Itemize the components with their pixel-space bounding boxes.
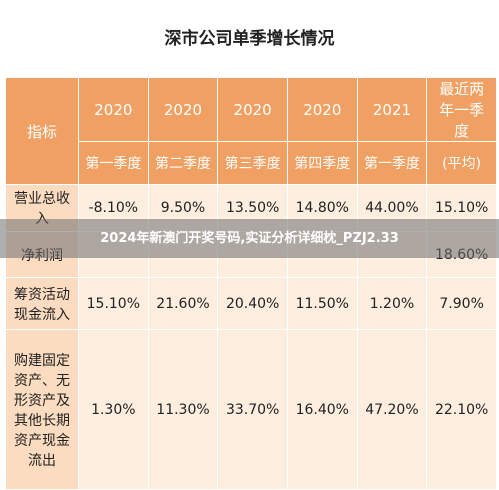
value-cell: 7.90% bbox=[426, 277, 497, 330]
year-cell: 2020 bbox=[286, 77, 358, 142]
year-cell: 最近两年一季度 bbox=[426, 77, 497, 142]
period-cell: 第四季度 bbox=[286, 141, 358, 185]
value-cell: 22.10% bbox=[426, 329, 497, 490]
year-cell: 2020 bbox=[78, 77, 149, 142]
data-row: 筹资活动现金流入 15.10% 21.60% 20.40% 11.50% 1.20% 7.9… bbox=[5, 277, 497, 330]
table: 指标 2020 2020 2020 2020 2021 最近两年一季度 第一季度 第二季度 第三季… bbox=[5, 77, 497, 490]
year-cell: 2020 bbox=[147, 77, 219, 142]
row-label: 筹资活动现金流入 bbox=[5, 277, 79, 330]
period-cell: (平均) bbox=[426, 141, 497, 185]
data-row: 购建固定资产、无形资产及其他长期资产现金流出 1.30% 11.30% 33.70% 1… bbox=[5, 329, 497, 490]
header-row: 第一季度 第二季度 第三季度 第四季度 第一季度 (平均) bbox=[6, 141, 497, 185]
value-cell: 20.40% bbox=[217, 277, 288, 330]
period-cell: 第二季度 bbox=[147, 141, 219, 185]
title: 深市公司单季增长情况 bbox=[164, 29, 335, 49]
corner-cell: 指标 bbox=[5, 77, 79, 185]
value-cell: 11.50% bbox=[286, 277, 358, 330]
value-cell: 47.20% bbox=[356, 329, 428, 490]
year-cell: 2021 bbox=[356, 77, 428, 142]
header-row: 指标 2020 2020 2020 2020 2021 最近两年一季度 bbox=[5, 77, 497, 185]
value-cell: 21.60% bbox=[147, 277, 219, 330]
period-cell: 第一季度 bbox=[78, 141, 149, 185]
value-cell: 33.70% bbox=[217, 329, 288, 490]
year-cell: 2020 bbox=[217, 77, 288, 142]
period-cell: 第三季度 bbox=[217, 141, 288, 185]
page: {"header": {"title": "深市公司单季增长情况"}, "tab… bbox=[0, 29, 499, 490]
row-label: 购建固定资产、无形资产及其他长期资产现金流出 bbox=[5, 329, 79, 490]
value-cell: 16.40% bbox=[286, 329, 358, 490]
banner: 2024年新澳门开奖号码,实证分析详细枕_PZJ2.33 bbox=[0, 219, 499, 258]
value-cell: 15.10% bbox=[78, 277, 149, 330]
value-cell: 11.30% bbox=[147, 329, 219, 490]
value-cell: 1.20% bbox=[356, 277, 428, 330]
period-cell: 第一季度 bbox=[356, 141, 428, 185]
value-cell: 1.30% bbox=[78, 329, 149, 490]
